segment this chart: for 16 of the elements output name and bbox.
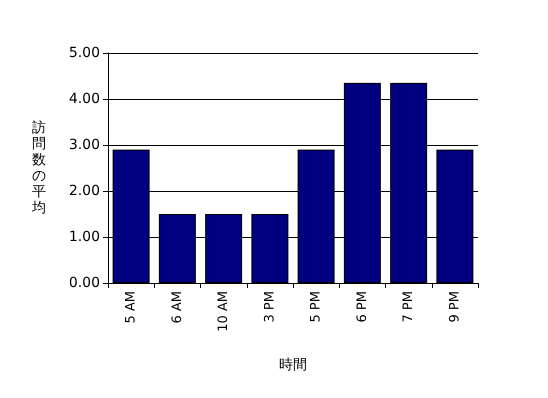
x-tick-label: 6 AM [170, 291, 185, 324]
y-tick-label: 1.00 [68, 229, 100, 245]
y-tick-label: 3.00 [68, 137, 100, 153]
y-tick-label: 5.00 [68, 45, 100, 61]
y-tick-label: 4.00 [68, 91, 100, 107]
y-axis-title: 訪問数の平均 [31, 120, 46, 216]
x-tick-label: 7 PM [401, 291, 416, 322]
x-tick-label: 10 AM [216, 291, 232, 332]
x-tick-label: 5 AM [124, 291, 139, 324]
x-tick-label: 9 PM [447, 291, 462, 322]
x-axis-title: 時間 [279, 357, 307, 373]
x-tick-label: 5 PM [308, 291, 324, 322]
x-tick-label: 3 PM [262, 291, 278, 322]
y-tick-label: 2.00 [68, 183, 100, 199]
x-tick-label: 6 PM [354, 291, 370, 322]
y-tick-label: 0.00 [68, 275, 100, 291]
